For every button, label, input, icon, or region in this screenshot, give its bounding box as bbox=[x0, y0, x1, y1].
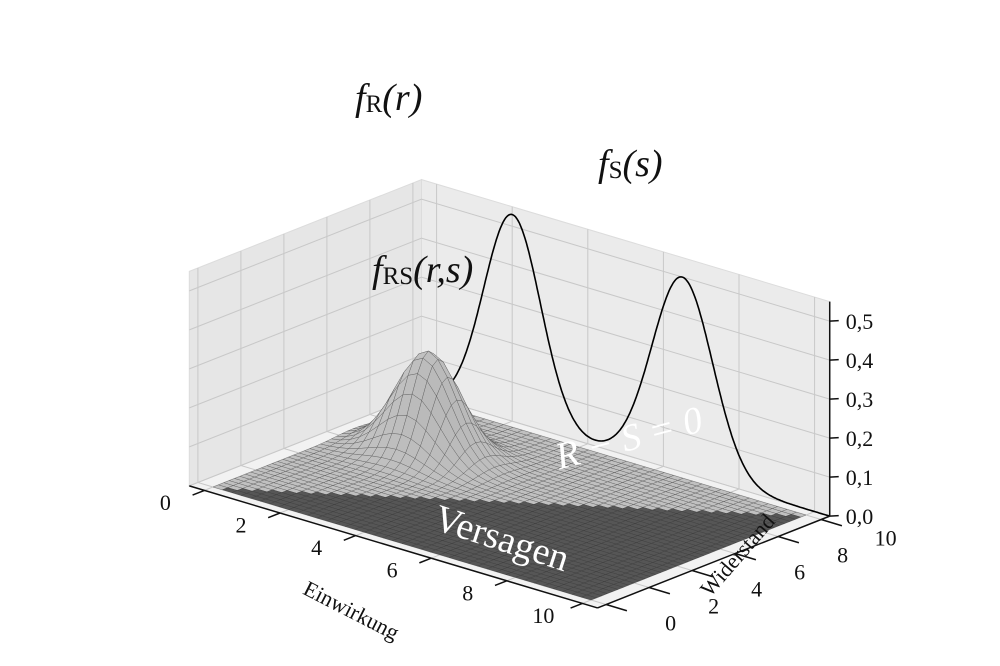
tick-y-3 bbox=[734, 552, 757, 561]
tick-label-y-2: 4 bbox=[751, 577, 762, 602]
tick-x-3 bbox=[419, 557, 432, 564]
tick-label-x-0: 0 bbox=[160, 490, 171, 515]
marginal-curves-line bbox=[421, 213, 830, 517]
tick-label-y-0: 0 bbox=[665, 611, 676, 636]
tick-label-x-2: 4 bbox=[311, 535, 322, 560]
tick-label-z-3: 0,3 bbox=[846, 387, 874, 412]
tick-x-1 bbox=[267, 512, 281, 519]
tick-z-3 bbox=[829, 397, 839, 400]
tick-label-x-5: 10 bbox=[532, 603, 554, 628]
tick-label-x-3: 6 bbox=[387, 558, 398, 583]
gridline-z-5 bbox=[189, 198, 830, 322]
tick-label-y-5: 10 bbox=[875, 526, 897, 551]
tick-x-2 bbox=[343, 534, 356, 541]
tick-z-0 bbox=[829, 514, 839, 517]
tick-z-5 bbox=[829, 319, 839, 322]
marginal-curves bbox=[421, 213, 830, 517]
gridline-z-4 bbox=[189, 237, 830, 361]
tick-x-5 bbox=[570, 602, 583, 609]
tick-label-x-1: 2 bbox=[235, 512, 246, 537]
tick-x-0 bbox=[192, 489, 205, 496]
svg-text:Einwirkung: Einwirkung bbox=[299, 576, 403, 645]
surface-cell bbox=[580, 594, 598, 601]
label-fs: fS(s) bbox=[598, 143, 663, 185]
tick-x-4 bbox=[494, 580, 508, 587]
tick-label-z-4: 0,4 bbox=[846, 348, 874, 373]
gridline-z-2 bbox=[189, 315, 830, 439]
label-frs: fRS(r,s) bbox=[372, 249, 473, 291]
tick-y-4 bbox=[777, 535, 800, 544]
tick-label-y-3: 6 bbox=[794, 560, 805, 585]
tick-y-2 bbox=[691, 569, 714, 578]
axis-line-widerstand bbox=[597, 515, 830, 609]
tick-label-y-1: 2 bbox=[708, 594, 719, 619]
tick-y-0 bbox=[605, 603, 628, 612]
tick-label-z-5: 0,5 bbox=[846, 309, 874, 334]
tick-label-z-1: 0,1 bbox=[846, 465, 874, 490]
tick-y-5 bbox=[820, 518, 843, 527]
gridline-z-3 bbox=[189, 276, 830, 400]
tick-label-z-0: 0,0 bbox=[846, 504, 874, 529]
label-fr: fR(r) bbox=[355, 77, 422, 119]
tick-label-z-2: 0,2 bbox=[846, 426, 874, 451]
surface-mesh bbox=[212, 350, 807, 601]
axis-title-einwirkung: Einwirkung bbox=[299, 576, 403, 645]
tick-label-x-4: 8 bbox=[462, 580, 473, 605]
axis-line-einwirkung bbox=[189, 485, 598, 609]
tick-z-1 bbox=[829, 475, 839, 478]
tick-y-1 bbox=[648, 586, 671, 595]
tick-z-2 bbox=[829, 436, 839, 439]
tick-z-4 bbox=[829, 358, 839, 361]
tick-label-y-4: 8 bbox=[837, 543, 848, 568]
